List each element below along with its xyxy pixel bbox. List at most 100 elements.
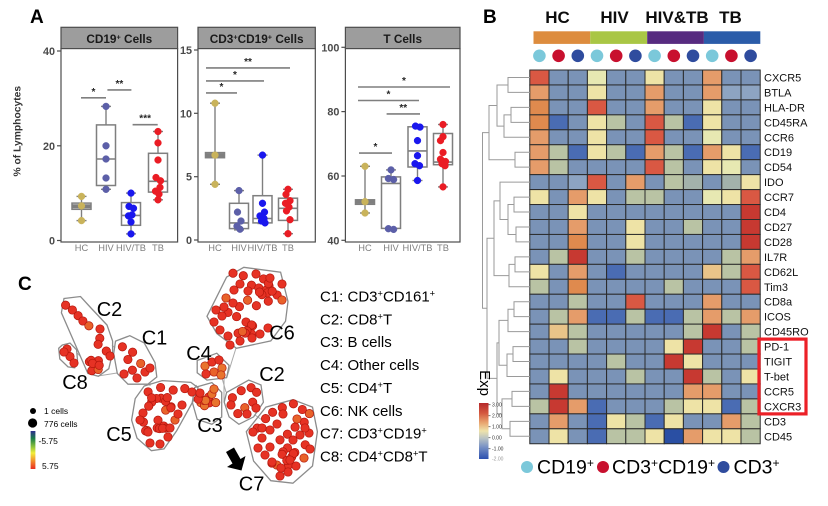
svg-text:-2.00: -2.00 — [492, 457, 504, 463]
svg-text:HC: HC — [358, 243, 372, 253]
svg-text:**: ** — [116, 79, 124, 90]
svg-text:C4: Other cells: C4: Other cells — [320, 357, 419, 374]
svg-text:C7: CD3+CD19+: C7: CD3+CD19+ — [320, 426, 427, 443]
svg-text:Tim3: Tim3 — [764, 282, 788, 294]
svg-text:CXCR3: CXCR3 — [764, 401, 801, 413]
svg-text:C3: C3 — [197, 415, 223, 437]
svg-text:IL7R: IL7R — [764, 252, 787, 264]
svg-text:C5: C5 — [106, 424, 132, 446]
svg-text:C2: C2 — [259, 364, 285, 386]
svg-text:PD-1: PD-1 — [764, 342, 789, 354]
svg-text:776 cells: 776 cells — [44, 419, 78, 429]
svg-text:**: ** — [244, 57, 252, 68]
svg-text:0.00: 0.00 — [492, 436, 502, 442]
svg-text:40: 40 — [327, 235, 339, 247]
svg-text:CD54: CD54 — [764, 162, 792, 174]
svg-text:***: *** — [139, 114, 151, 125]
svg-text:-5.75: -5.75 — [39, 436, 59, 446]
svg-text:CD19+ Cells: CD19+ Cells — [86, 32, 152, 46]
svg-text:5.75: 5.75 — [42, 461, 59, 471]
svg-text:CD4: CD4 — [764, 207, 786, 219]
svg-text:60: 60 — [327, 171, 339, 183]
svg-text:CD62L: CD62L — [764, 267, 798, 279]
svg-text:HIV/TB: HIV/TB — [403, 243, 433, 253]
svg-text:C6: NK cells: C6: NK cells — [320, 403, 403, 420]
svg-text:HC: HC — [208, 243, 222, 253]
svg-text:CD8a: CD8a — [764, 297, 793, 309]
svg-text:C2: CD8+T: C2: CD8+T — [320, 311, 392, 328]
svg-text:% of Lymphocytes: % of Lymphocytes — [13, 86, 24, 177]
svg-text:T Cells: T Cells — [383, 32, 422, 46]
svg-text:C5: CD4+T: C5: CD4+T — [320, 380, 392, 397]
svg-text:IDO: IDO — [764, 177, 784, 189]
svg-text:C6: C6 — [269, 323, 295, 345]
svg-text:40: 40 — [43, 46, 55, 58]
svg-text:C8: C8 — [62, 372, 88, 394]
svg-text:*: * — [92, 87, 96, 98]
svg-text:CD19: CD19 — [764, 147, 792, 159]
svg-text:10: 10 — [180, 108, 192, 120]
svg-text:CD27: CD27 — [764, 222, 792, 234]
svg-text:0: 0 — [49, 236, 55, 248]
svg-text:ICOS: ICOS — [764, 312, 791, 324]
svg-text:3.00: 3.00 — [492, 403, 502, 409]
svg-text:*: * — [387, 90, 391, 101]
svg-text:HIV: HIV — [98, 243, 114, 253]
svg-text:*: * — [374, 142, 378, 153]
svg-text:100: 100 — [321, 42, 339, 54]
svg-text:A: A — [30, 7, 44, 28]
svg-text:20: 20 — [43, 141, 55, 153]
svg-text:CCR7: CCR7 — [764, 192, 794, 204]
svg-text:TIGIT: TIGIT — [764, 357, 792, 369]
svg-text:CD3+: CD3+ — [734, 456, 780, 478]
svg-text:HIV&TB: HIV&TB — [645, 8, 708, 27]
svg-text:CD45RO: CD45RO — [764, 327, 809, 339]
svg-text:C1: C1 — [142, 328, 168, 350]
svg-text:1.00: 1.00 — [492, 425, 502, 431]
svg-text:C7: C7 — [239, 474, 265, 496]
svg-text:C3: B cells: C3: B cells — [320, 334, 392, 351]
svg-text:HIV/TB: HIV/TB — [248, 243, 278, 253]
svg-text:C1: CD3+CD161+: C1: CD3+CD161+ — [320, 289, 435, 306]
svg-text:C8: CD4+CD8+T: C8: CD4+CD8+T — [320, 448, 428, 465]
svg-text:BTLA: BTLA — [764, 87, 792, 99]
svg-text:80: 80 — [327, 107, 339, 119]
svg-text:HLA-DR: HLA-DR — [764, 102, 805, 114]
svg-text:TB: TB — [719, 8, 742, 27]
svg-text:0: 0 — [186, 235, 192, 247]
svg-text:B: B — [483, 7, 497, 28]
svg-text:C: C — [18, 274, 32, 295]
svg-text:T-bet: T-bet — [764, 372, 789, 384]
svg-text:CXCR5: CXCR5 — [764, 73, 801, 85]
svg-text:Exp: Exp — [476, 370, 493, 396]
svg-text:-1.00: -1.00 — [492, 447, 504, 453]
svg-text:TB: TB — [152, 243, 164, 253]
svg-text:CD28: CD28 — [764, 237, 792, 249]
svg-text:TB: TB — [282, 243, 294, 253]
svg-text:CD45: CD45 — [764, 431, 792, 443]
svg-text:HIV: HIV — [600, 8, 629, 27]
svg-text:C2: C2 — [97, 299, 123, 321]
svg-text:HC: HC — [75, 243, 89, 253]
svg-text:HIV/TB: HIV/TB — [116, 243, 146, 253]
svg-text:HIV: HIV — [383, 243, 399, 253]
svg-text:CD3+CD19+ Cells: CD3+CD19+ Cells — [210, 32, 304, 46]
svg-text:CD45RA: CD45RA — [764, 117, 808, 129]
svg-text:HC: HC — [545, 8, 570, 27]
svg-text:*: * — [233, 70, 237, 81]
svg-text:5: 5 — [186, 172, 192, 184]
svg-text:2.00: 2.00 — [492, 414, 502, 420]
svg-text:**: ** — [399, 103, 407, 114]
svg-text:TB: TB — [437, 243, 449, 253]
svg-text:*: * — [220, 82, 224, 93]
svg-text:CD3+CD19+: CD3+CD19+ — [612, 456, 715, 478]
svg-text:C4: C4 — [186, 343, 212, 365]
svg-text:CD19+: CD19+ — [537, 456, 594, 478]
svg-text:HIV: HIV — [231, 243, 247, 253]
svg-text:CCR5: CCR5 — [764, 386, 794, 398]
svg-text:CD3: CD3 — [764, 416, 786, 428]
svg-text:1 cells: 1 cells — [44, 406, 68, 416]
svg-text:CCR6: CCR6 — [764, 132, 794, 144]
svg-text:15: 15 — [180, 45, 192, 57]
svg-text:*: * — [402, 76, 406, 87]
